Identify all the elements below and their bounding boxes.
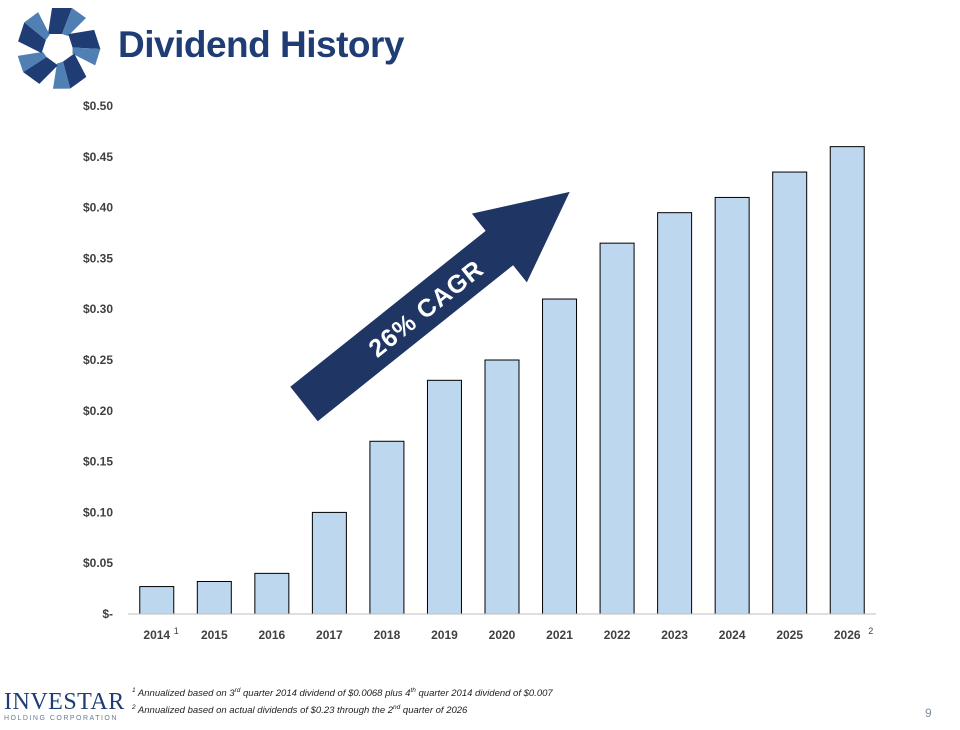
- footnote-text: quarter of 2026: [400, 705, 468, 717]
- x-tick-label: 2014: [143, 628, 170, 642]
- bar-2015: [196, 580, 232, 615]
- bar-2020: [484, 359, 520, 615]
- x-tick-label: 2019: [431, 628, 458, 642]
- footnote-ordinal-suffix: th: [410, 687, 416, 694]
- bar-2026: [829, 146, 865, 615]
- y-tick-label: $-: [102, 607, 113, 621]
- x-tick-footnote-marker: 1: [174, 626, 179, 636]
- investar-logo: INVESTAR HOLDING CORPORATION: [4, 690, 129, 724]
- arrow-up-right-icon: [290, 191, 570, 422]
- footnote-text: Annualized based on 3: [137, 688, 235, 700]
- page-title: Dividend History: [118, 24, 405, 65]
- bars: [139, 146, 865, 615]
- x-tick-label: 2020: [489, 628, 516, 642]
- footnote-text: quarter 2014 dividend of $0.0068 plus 4: [240, 688, 411, 700]
- x-tick-label: 2023: [661, 628, 688, 642]
- x-tick-label: 2021: [546, 628, 573, 642]
- y-tick-label: $0.20: [83, 404, 113, 418]
- footnote-text: quarter 2014 dividend of $0.007: [415, 688, 553, 700]
- x-axis: 2014 1 2015 2016 2017 2018 2019 2020 2021 2022 202…: [143, 626, 873, 642]
- bar-2018: [369, 440, 405, 615]
- x-tick-label: 2022: [604, 628, 631, 642]
- x-tick-label: 2016: [258, 628, 285, 642]
- y-tick-label: $0.25: [83, 353, 113, 367]
- footnotes: 1 Annualized based on 3rd quarter 2014 d…: [132, 684, 553, 718]
- footnote-marker: 1: [132, 687, 136, 694]
- bar-2017: [311, 511, 347, 615]
- y-tick-label: $0.50: [83, 99, 113, 113]
- x-tick-label: 2018: [374, 628, 401, 642]
- footnote-ordinal-suffix: rd: [234, 687, 241, 694]
- bar-2021: [542, 298, 578, 615]
- bar-2023: [657, 212, 693, 615]
- y-axis: $- $0.05 $0.10 $0.15 $0.20 $0.25 $0.30 $0.35 $0.…: [83, 99, 113, 621]
- dividend-bar-chart: $- $0.05 $0.10 $0.15 $0.20 $0.25 $0.30 $0.35 $0.…: [83, 99, 876, 642]
- footnote: 1 Annualized based on 3rd quarter 2014 d…: [132, 684, 553, 701]
- bar-2016: [254, 572, 290, 615]
- page-number: 9: [925, 706, 932, 720]
- y-tick-label: $0.35: [83, 251, 113, 265]
- x-tick-label: 2025: [776, 628, 803, 642]
- x-tick-label: 2026: [834, 628, 861, 642]
- y-tick-label: $0.05: [83, 556, 113, 570]
- x-tick-label: 2017: [316, 628, 343, 642]
- x-tick-label: 2024: [719, 628, 746, 642]
- bar-2024: [714, 196, 750, 615]
- y-tick-label: $0.10: [83, 505, 113, 519]
- bar-2025: [772, 171, 808, 615]
- brand-subtitle: HOLDING CORPORATION: [4, 715, 118, 722]
- x-tick-footnote-marker: 2: [868, 626, 873, 636]
- y-tick-label: $0.45: [83, 150, 113, 164]
- footnote: 2 Annualized based on actual dividends o…: [132, 701, 553, 718]
- footnote-text: Annualized based on actual dividends of …: [137, 705, 394, 717]
- bar-2014: [139, 586, 175, 615]
- footnote-ordinal-suffix: nd: [393, 704, 401, 712]
- x-tick-label: 2015: [201, 628, 228, 642]
- logo-star-icon: [17, 8, 101, 89]
- y-tick-label: $0.40: [83, 201, 113, 215]
- footnote-marker: 2: [132, 704, 136, 712]
- y-tick-label: $0.30: [83, 302, 113, 316]
- y-tick-label: $0.15: [83, 455, 113, 469]
- cagr-label: 26% CAGR: [363, 255, 489, 363]
- bar-2019: [426, 379, 462, 615]
- bar-2022: [599, 242, 635, 615]
- brand-name: INVESTAR: [4, 689, 125, 715]
